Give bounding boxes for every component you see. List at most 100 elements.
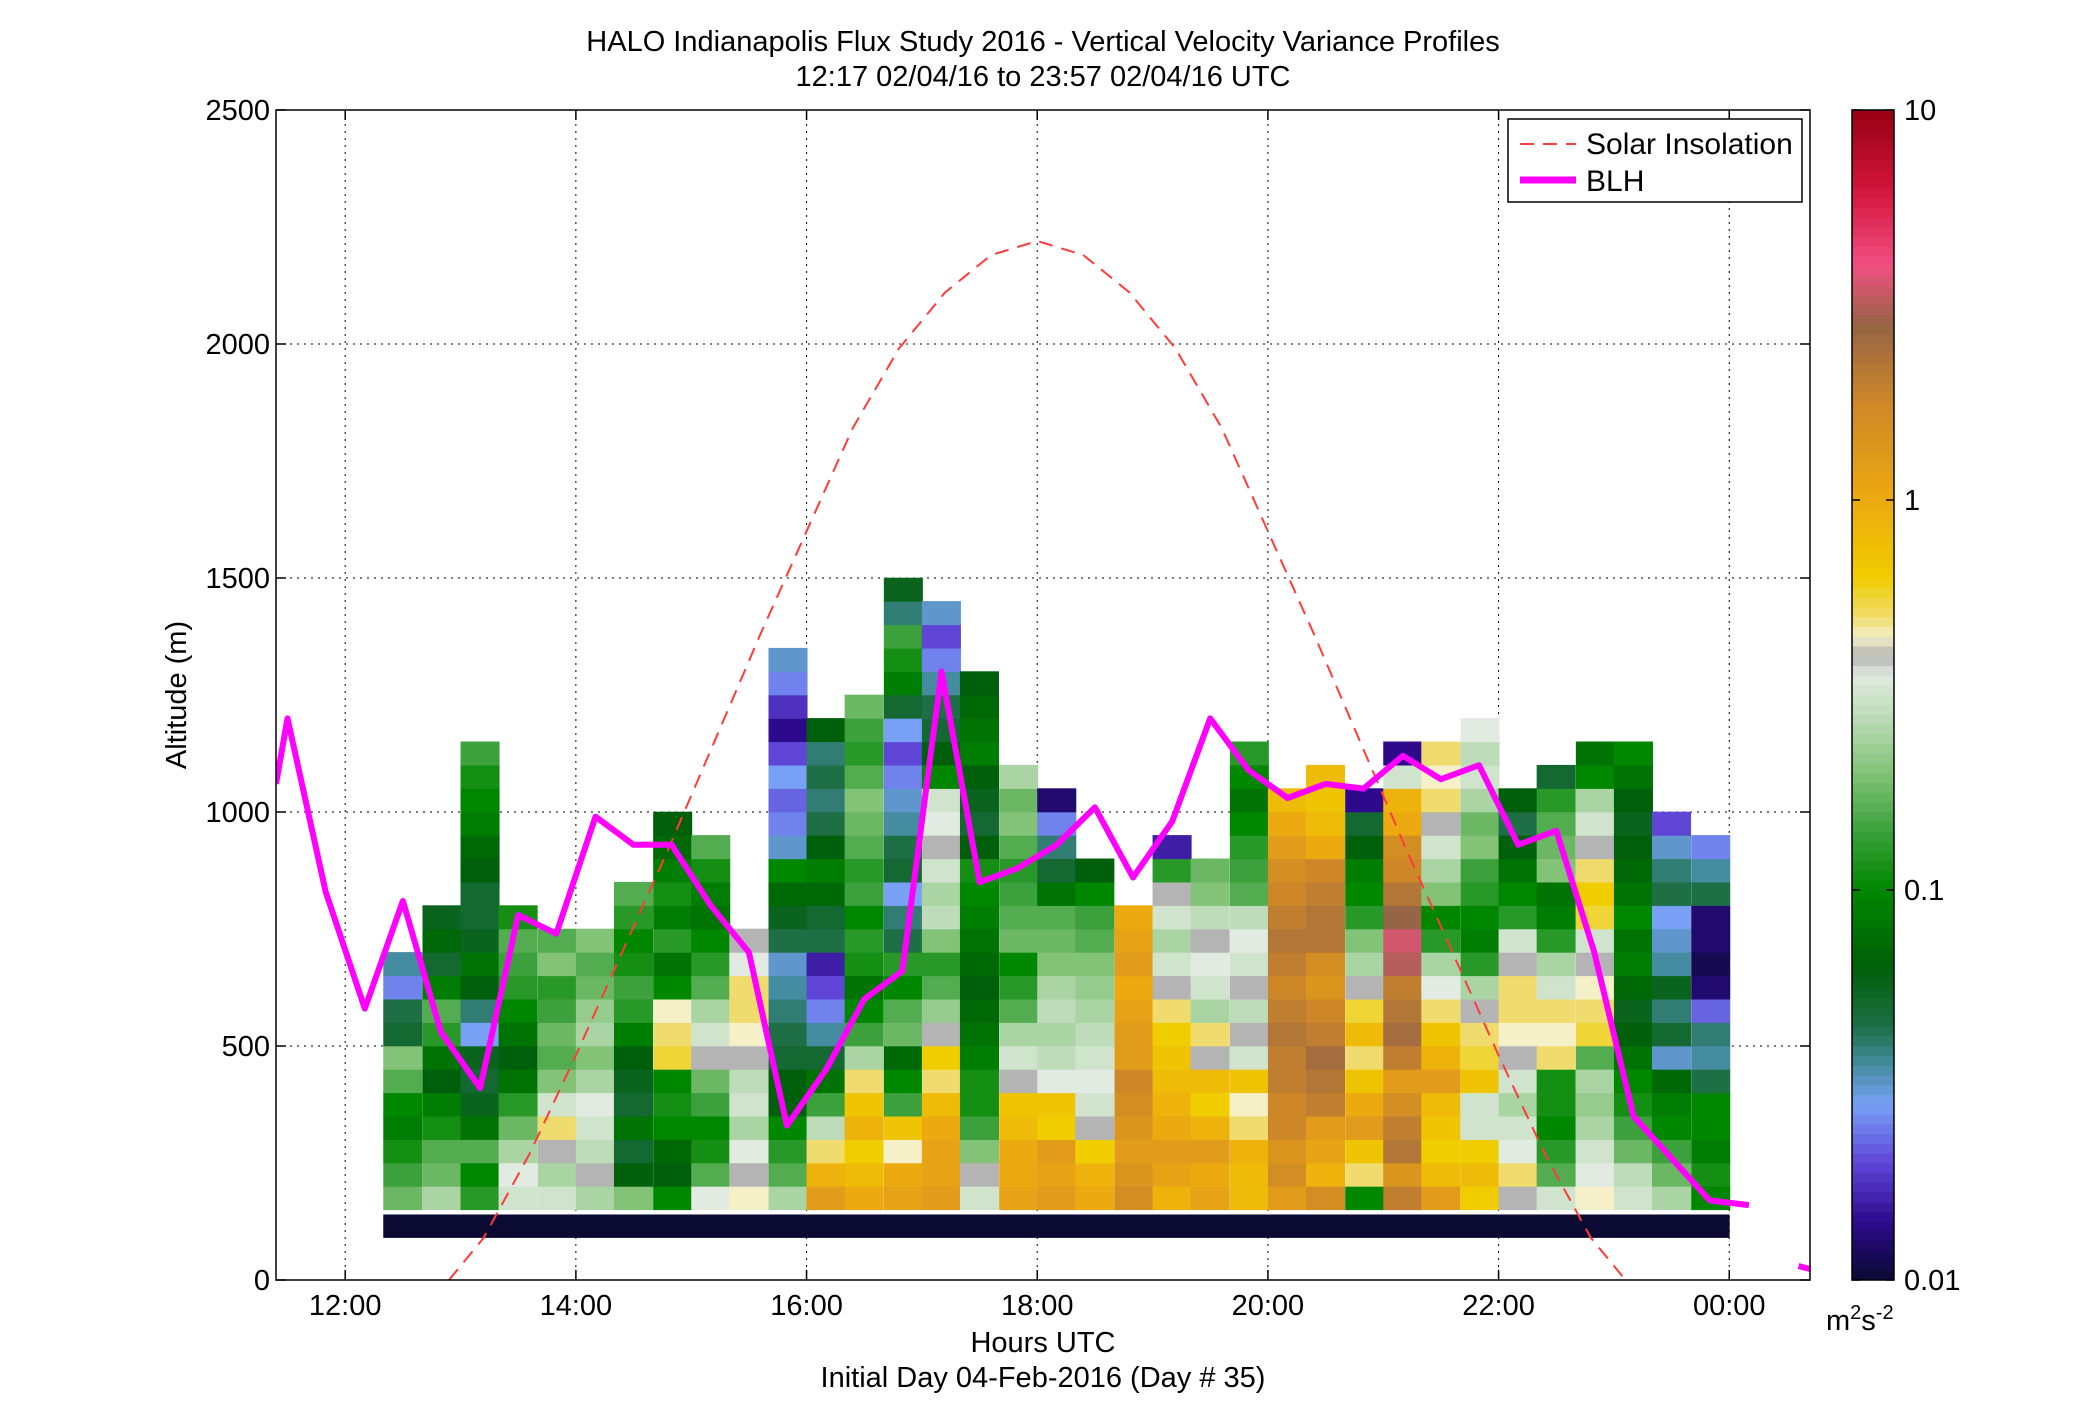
heatmap-cell [460,741,500,766]
heatmap-cell [498,1069,538,1094]
colorbar-band [1852,782,1894,793]
heatmap-cell [1229,835,1269,860]
heatmap-cell [1651,835,1692,860]
heatmap-cell [883,764,923,789]
heatmap-cell [1536,928,1576,953]
heatmap-cell [883,998,923,1023]
heatmap-cell [729,1115,769,1140]
colorbar-band [1852,285,1894,296]
heatmap-cell [691,928,731,953]
heatmap-cell [1345,975,1385,1000]
heatmap-cell [653,1069,693,1094]
heatmap-cell [460,928,500,953]
heatmap-cell [1075,1115,1115,1140]
heatmap-cell [1613,788,1653,813]
heatmap-cell [1267,1162,1307,1187]
heatmap-cell [1651,975,1692,1000]
heatmap-cell [1229,1162,1269,1187]
heatmap-cell [883,1186,923,1211]
heatmap-cell [1536,1045,1576,1070]
y-tick-label: 2500 [205,95,270,127]
heatmap-cell [921,1162,961,1187]
heatmap-cell [1383,1115,1423,1140]
heatmap-cell [1305,1115,1346,1140]
heatmap-cell [383,1092,423,1117]
heatmap-cell [422,1139,462,1164]
heatmap-cell [1498,1139,1538,1164]
heatmap-cell [844,764,884,789]
heatmap-cell [537,1139,577,1164]
heatmap-cell [1305,1162,1346,1187]
heatmap-cell [1498,1045,1538,1070]
colorbar-band [1852,957,1894,969]
heatmap-cell [1345,788,1385,813]
heatmap-cell [883,881,923,906]
heatmap-cell [653,928,693,953]
heatmap-cell [575,1045,615,1070]
heatmap-cell [806,881,846,906]
colorbar-band [1852,168,1894,179]
colorbar-band [1852,1182,1894,1193]
colorbar-band [1852,372,1894,384]
heatmap-cell [1383,1186,1423,1211]
heatmap-cell [883,718,923,743]
heatmap-cell [1037,1069,1077,1094]
colorbar-band [1852,928,1894,940]
heatmap-cell [1190,881,1230,906]
heatmap-cell [1536,1092,1576,1117]
heatmap-cell [1536,998,1576,1023]
heatmap-cell [1267,1139,1307,1164]
heatmap-cell [1190,1115,1230,1140]
heatmap-cell [1575,1115,1615,1140]
heatmap-cell [1305,975,1346,1000]
heatmap-cell [1421,928,1461,953]
heatmap-cell [1345,1162,1385,1187]
heatmap-cell [537,1022,577,1047]
colorbar-band [1852,723,1894,735]
heatmap-cell [1037,788,1077,813]
heatmap-cell [575,1092,615,1117]
heatmap-cell [653,1162,693,1187]
heatmap-cell [959,1162,999,1187]
colorbar-band [1852,450,1894,462]
heatmap-cell [1190,975,1230,1000]
x-tick-label: 20:00 [1232,1290,1305,1322]
heatmap-cell [1460,858,1500,883]
heatmap-cell [1498,1186,1538,1211]
heatmap-cell [1229,811,1269,836]
colorbar-band [1852,480,1894,491]
heatmap-cell [1498,1022,1538,1047]
heatmap-cell [1460,1092,1500,1117]
heatmap-cell [691,858,731,883]
heatmap-cell [1345,858,1385,883]
heatmap-cell [1345,1115,1385,1140]
colorbar-band [1852,1026,1894,1037]
heatmap-cell [959,1186,999,1211]
heatmap-cell [1421,881,1461,906]
heatmap-cell [1651,858,1692,883]
heatmap-cell [1691,1092,1731,1117]
heatmap-cell [383,998,423,1023]
heatmap-cell [1345,952,1385,977]
heatmap-cell [729,1092,769,1117]
heatmap-cell [460,1092,500,1117]
heatmap-cell [1152,1045,1192,1070]
colorbar-unit-sup1: 2 [1850,1302,1861,1324]
heatmap-cell [1037,1186,1077,1211]
heatmap-cell [1383,975,1423,1000]
heatmap-cell [1190,952,1230,977]
heatmap-cell [1498,881,1538,906]
colorbar-band [1852,1250,1894,1261]
heatmap-cell [806,998,846,1023]
heatmap-cell [1305,835,1346,860]
heatmap-cell [422,1092,462,1117]
x-tick-label: 00:00 [1693,1290,1766,1322]
heatmap-cell [653,1022,693,1047]
colorbar-band [1852,197,1894,208]
heatmap-cell [1305,1139,1346,1164]
heatmap-cell [537,1115,577,1140]
heatmap-cell [883,624,923,649]
heatmap-cell [1190,1022,1230,1047]
heatmap-cell [460,1162,500,1187]
heatmap-cell [1152,928,1192,953]
